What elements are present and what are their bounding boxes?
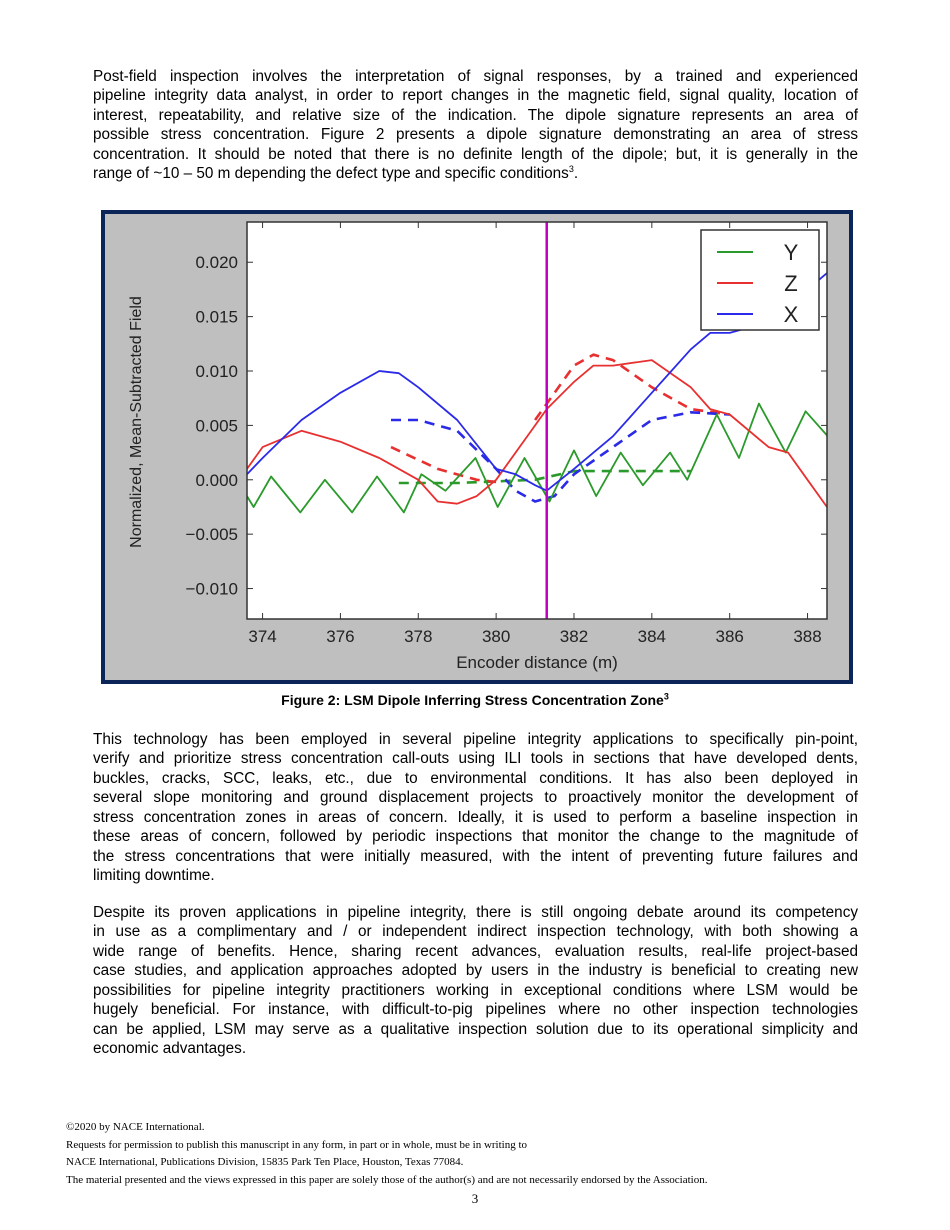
- text-line: possible stress concentration. Figure 2 …: [93, 126, 858, 144]
- text-line: range of ~10 – 50 m depending the defect…: [93, 164, 858, 183]
- caption-text: Figure 2: LSM Dipole Inferring Stress Co…: [281, 692, 664, 708]
- footer-copyright: ©2020 by NACE International. Requests fo…: [66, 1119, 707, 1189]
- y-tick-label: −0.010: [186, 580, 238, 599]
- text-line: these areas of concern, followed by peri…: [93, 828, 858, 846]
- figure-caption: Figure 2: LSM Dipole Inferring Stress Co…: [0, 692, 950, 708]
- text-line: Despite its proven applications in pipel…: [93, 904, 858, 921]
- x-tick-label: 386: [715, 627, 743, 646]
- x-tick-label: 374: [248, 627, 276, 646]
- footer-line: ©2020 by NACE International.: [66, 1121, 205, 1133]
- text-line: can be applied, LSM may serve as a quali…: [93, 1020, 858, 1038]
- footer-line: NACE International, Publications Divisio…: [66, 1156, 464, 1168]
- y-tick-label: 0.005: [195, 416, 238, 435]
- paragraph-debate: Despite its proven applications in pipel…: [93, 903, 858, 1059]
- fit-line-z: [534, 353, 730, 421]
- text-line: Post-field inspection involves the inter…: [93, 68, 858, 85]
- x-tick-label: 380: [482, 627, 510, 646]
- text-line: buckles, cracks, SCC, leaks, etc., due t…: [93, 769, 858, 787]
- reference-superscript: 3: [568, 164, 574, 175]
- x-tick-label: 376: [326, 627, 354, 646]
- x-axis-label: Encoder distance (m): [456, 653, 618, 672]
- y-axis-label: Normalized, Mean-Subtracted Field: [128, 296, 145, 548]
- text-line: possibilities for pipeline integrity pra…: [93, 981, 858, 999]
- fit-line-x: [391, 410, 730, 503]
- text-line: hugely beneficial. For instance, with di…: [93, 1001, 858, 1019]
- text-line: stress concentration zones in areas of c…: [93, 808, 858, 826]
- text-line: economic advantages.: [93, 1040, 247, 1058]
- text-line: verify and prioritize stress concentrati…: [93, 750, 858, 768]
- fit-line-y: [398, 469, 691, 485]
- caption-reference: 3: [663, 691, 669, 702]
- x-tick-label: 378: [404, 627, 432, 646]
- plot-frame: [246, 221, 828, 620]
- text-line: concentration. It should be noted that t…: [93, 145, 858, 163]
- text-line: pipeline integrity data analyst, in orde…: [93, 87, 858, 105]
- page-number: 3: [471, 1191, 479, 1206]
- figure-2-chart: 374 376 378 380 382 384 386 388 0.020 0.015 0.010 0…: [101, 210, 853, 684]
- y-tick-label: 0.020: [195, 253, 238, 272]
- x-tick-label: 388: [793, 627, 821, 646]
- series-line-y: [247, 402, 827, 514]
- text-line: interest, repeatability, and relative si…: [93, 106, 858, 124]
- text-line: several slope monitoring and ground disp…: [93, 789, 858, 807]
- legend-label-z: Z: [784, 271, 797, 296]
- text-line: the stress concentrations that were init…: [93, 847, 858, 865]
- text-segment: .: [573, 165, 579, 183]
- fit-line-z: [390, 445, 497, 484]
- paragraph-technology-applications: This technology has been employed in sev…: [93, 730, 858, 886]
- text-segment: range of ~10 – 50 m depending the defect…: [93, 165, 569, 183]
- y-tick-label: 0.000: [195, 471, 238, 490]
- footer-line: Requests for permission to publish this …: [66, 1138, 528, 1151]
- footer-line: The material presented and the views exp…: [66, 1173, 708, 1186]
- text-line: in use as a complimentary and / or indep…: [93, 923, 858, 941]
- y-tick-label: 0.010: [195, 362, 238, 381]
- text-line: wide range of benefits. Hence, sharing r…: [93, 942, 858, 960]
- y-tick-label: 0.015: [195, 308, 238, 327]
- legend-label-x: X: [784, 302, 799, 327]
- text-line: case studies, and application approaches…: [93, 962, 858, 980]
- x-tick-label: 382: [560, 627, 588, 646]
- legend-label-y: Y: [784, 240, 799, 265]
- y-tick-label: −0.005: [186, 525, 238, 544]
- dipole-chart: 374 376 378 380 382 384 386 388 0.020 0.015 0.010 0…: [128, 221, 828, 672]
- text-line: This technology has been employed in sev…: [93, 731, 858, 748]
- text-line: limiting downtime.: [93, 867, 215, 885]
- x-tick-label: 384: [638, 627, 666, 646]
- paragraph-post-field-inspection: Post-field inspection involves the inter…: [93, 67, 858, 184]
